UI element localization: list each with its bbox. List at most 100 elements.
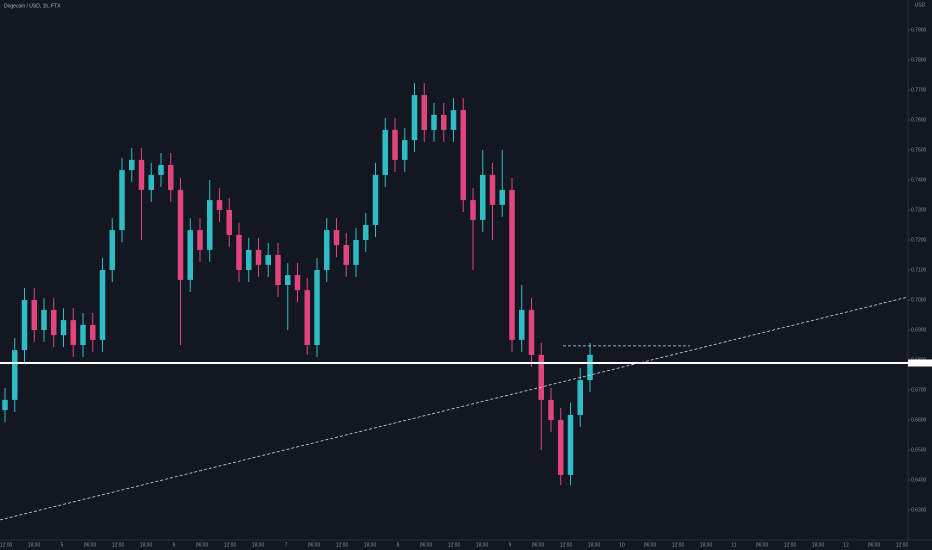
- y-tick-label: 0.7200: [911, 237, 927, 243]
- x-tick-label: 18:00: [812, 542, 825, 548]
- x-tick-label: 12:00: [0, 542, 12, 548]
- x-tick-label: 12:00: [112, 542, 125, 548]
- candle-body: [499, 189, 505, 205]
- candle-body: [246, 249, 252, 270]
- candle-body: [236, 234, 242, 270]
- x-tick-label: 18:00: [700, 542, 713, 548]
- x-tick-label: 10: [619, 542, 625, 548]
- candle-body: [304, 290, 310, 345]
- x-tick-label: 12:00: [224, 542, 237, 548]
- candle-body: [587, 354, 593, 381]
- x-tick-label: 06:00: [756, 542, 769, 548]
- candle-body: [51, 309, 57, 336]
- candle-body: [294, 275, 301, 291]
- y-tick-label: 0.7700: [911, 87, 927, 93]
- x-tick-label: 18:00: [364, 542, 377, 548]
- candle-body: [109, 230, 115, 270]
- x-tick-label: 18:00: [140, 542, 153, 548]
- x-tick-label: 06:00: [644, 542, 657, 548]
- candle-body: [324, 230, 330, 270]
- candle-body: [119, 170, 125, 231]
- candle-body: [265, 255, 271, 265]
- candle-body: [460, 110, 466, 201]
- candle-body: [168, 165, 174, 190]
- x-tick-label: 06:00: [308, 542, 321, 548]
- candle-body: [80, 324, 86, 345]
- candle-body: [216, 200, 223, 210]
- candle-body: [31, 300, 37, 330]
- candle-body: [480, 174, 486, 220]
- x-tick-label: 12:00: [560, 542, 573, 548]
- candle-body: [314, 270, 320, 345]
- y-axis-label: USD: [915, 2, 926, 8]
- x-tick-label: 12:00: [448, 542, 461, 548]
- x-tick-label: 8: [397, 542, 400, 548]
- y-tick-label: 0.7600: [911, 117, 927, 123]
- y-tick-label: 0.7800: [911, 57, 927, 63]
- candle-body: [99, 270, 106, 340]
- y-tick-label: 0.6900: [911, 327, 927, 333]
- candle-body: [450, 110, 457, 130]
- candle-body: [567, 414, 574, 475]
- y-tick-label: 0.6400: [911, 477, 927, 483]
- candle-body: [353, 240, 359, 265]
- x-tick-label: 12:00: [784, 542, 797, 548]
- y-tick-label: 0.7400: [911, 177, 927, 183]
- y-tick-label: 0.7100: [911, 267, 927, 273]
- x-tick-label: 9: [509, 542, 512, 548]
- support-price-box: [908, 359, 932, 367]
- candle-body: [402, 140, 408, 160]
- x-tick-label: 5: [61, 542, 64, 548]
- candle-body: [441, 114, 447, 130]
- x-tick-label: 18:00: [28, 542, 41, 548]
- candle-body: [129, 159, 135, 171]
- candle-body: [285, 275, 291, 285]
- candle-body: [197, 230, 203, 250]
- candle-body: [470, 200, 476, 220]
- candle-body: [226, 210, 232, 235]
- chart-title: Dogecoin / USD, 1h, FTX: [4, 3, 61, 9]
- y-tick-label: 0.7000: [911, 297, 927, 303]
- x-tick-label: 11: [731, 542, 736, 548]
- candle-body: [158, 165, 164, 175]
- y-tick-label: 0.6700: [911, 387, 927, 393]
- candle-body: [372, 174, 379, 225]
- y-tick-label: 0.6300: [911, 507, 927, 513]
- candle-body: [70, 320, 76, 345]
- x-tick-label: 06:00: [868, 542, 881, 548]
- x-tick-label: 6: [173, 542, 176, 548]
- candle-body: [519, 309, 525, 340]
- candle-body: [392, 129, 398, 160]
- x-tick-label: 12: [843, 542, 849, 548]
- candle-body: [90, 324, 96, 340]
- candle-body: [382, 129, 388, 175]
- y-tick-label: 0.7900: [911, 27, 927, 33]
- x-tick-label: 12:00: [672, 542, 685, 548]
- candle-body: [255, 249, 262, 265]
- x-tick-label: 12:00: [896, 542, 909, 548]
- candle-body: [421, 95, 427, 130]
- candle-body: [489, 174, 496, 205]
- x-tick-label: 7: [285, 542, 288, 548]
- candle-body: [21, 300, 28, 351]
- candle-body: [411, 95, 418, 141]
- x-tick-label: 18:00: [588, 542, 601, 548]
- candle-body: [538, 354, 544, 400]
- x-tick-label: 12:00: [336, 542, 349, 548]
- candle-body: [187, 230, 193, 280]
- candle-body: [363, 225, 369, 240]
- x-tick-label: 06:00: [196, 542, 209, 548]
- candle-body: [207, 200, 213, 250]
- y-tick-label: 0.6500: [911, 447, 927, 453]
- candle-body: [509, 189, 515, 340]
- trendline: [0, 296, 909, 521]
- y-tick-label: 0.7300: [911, 207, 927, 213]
- candle-body: [275, 255, 281, 285]
- candle-body: [528, 309, 535, 355]
- candle-body: [41, 309, 47, 330]
- x-tick-label: 06:00: [420, 542, 433, 548]
- candle-body: [431, 114, 437, 130]
- candle-body: [577, 380, 583, 415]
- y-tick-label: 0.6600: [911, 417, 927, 423]
